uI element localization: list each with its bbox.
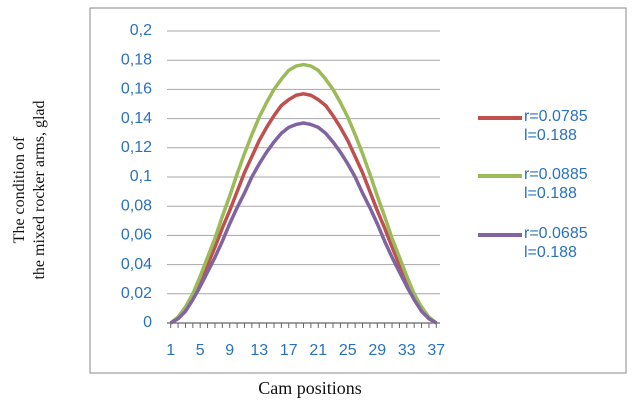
x-tick-label: 17 [280,342,298,359]
y-tick-label: 0,06 [121,227,152,244]
y-tick-label: 0,2 [130,22,152,39]
y-tick-label: 0,14 [121,110,152,127]
x-axis-title: Cam positions [258,378,362,398]
x-tick-label: 13 [250,342,268,359]
series-line [169,92,438,325]
legend-label: r=0.0785 l=0.188 [524,108,588,144]
y-tick-label: 0,08 [121,197,152,214]
x-tick-label: 9 [225,342,234,359]
y-tick-label: 0,02 [121,285,152,302]
series-line [169,62,438,325]
x-tick-label: 5 [196,342,205,359]
x-tick-label: 37 [427,342,445,359]
y-tick-label: 0,1 [130,168,152,185]
x-tick-label: 33 [398,342,416,359]
y-tick-label: 0 [143,314,152,331]
series-line [169,121,438,325]
y-axis-title: The condition of the mixed rocker arms, … [11,100,48,280]
chart-frame [89,7,627,374]
y-tick-label: 0,04 [121,256,152,273]
x-tick-label: 29 [368,342,386,359]
y-tick-label: 0,18 [121,51,152,68]
y-tick-label: 0,12 [121,139,152,156]
x-tick-label: 25 [339,342,357,359]
legend-label: r=0.0685 l=0.188 [524,225,588,261]
legend-label: r=0.0885 l=0.188 [524,166,588,202]
y-tick-label: 0,16 [121,81,152,98]
x-tick-label: 21 [309,342,327,359]
x-tick-label: 1 [166,342,175,359]
